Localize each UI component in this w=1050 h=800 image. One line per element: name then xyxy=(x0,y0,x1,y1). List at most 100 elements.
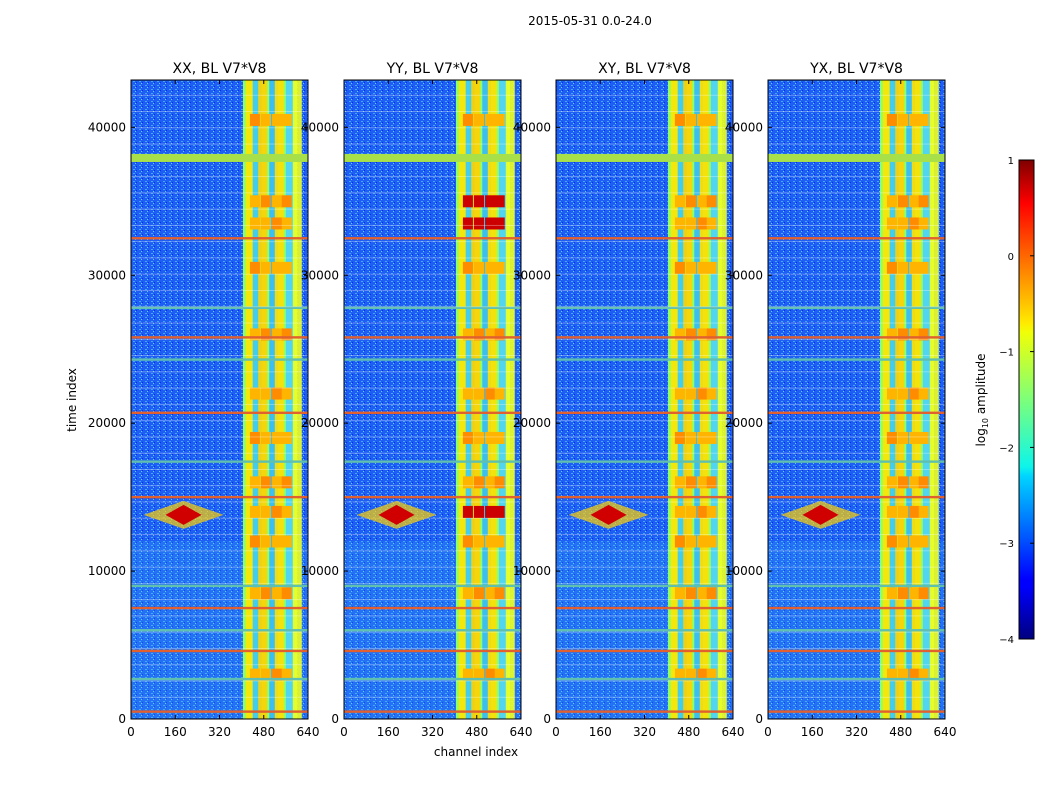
rfi-blob xyxy=(897,195,908,208)
grid-artifact-row xyxy=(768,355,945,357)
flagged-row xyxy=(344,460,521,463)
rfi-blob xyxy=(494,535,505,548)
flagged-row xyxy=(768,629,945,632)
rfi-blob xyxy=(697,535,708,548)
channel-stripe xyxy=(505,80,515,719)
rfi-blob xyxy=(706,668,717,681)
rfi-blob xyxy=(706,387,717,400)
x-tick-label: 480 xyxy=(465,725,488,739)
rfi-blob xyxy=(494,217,505,230)
grid-artifact-row xyxy=(768,680,945,682)
rfi-blob xyxy=(485,476,496,489)
rfi-blob xyxy=(886,668,897,681)
rfi-blob xyxy=(697,431,708,444)
figure-title: 2015-05-31 0.0-24.0 xyxy=(528,14,652,28)
rfi-blob xyxy=(249,505,260,518)
rfi-blob xyxy=(473,328,484,341)
flagged-band xyxy=(768,153,945,162)
flagged-row xyxy=(556,237,733,240)
grid-artifact-row xyxy=(131,143,308,145)
flagged-band xyxy=(131,153,308,162)
grid-artifact-row xyxy=(131,371,308,373)
grid-artifact-row xyxy=(131,599,308,601)
grid-artifact-row xyxy=(344,420,521,422)
grid-artifact-row xyxy=(131,176,308,178)
flagged-row xyxy=(768,649,945,653)
grid-artifact-row xyxy=(556,94,733,96)
rfi-blob xyxy=(706,328,717,341)
colorbar-tick-label: 0 xyxy=(1008,252,1014,263)
rfi-blob xyxy=(260,668,271,681)
rfi-blob xyxy=(272,505,283,518)
rfi-blob xyxy=(706,431,717,444)
flagged-row xyxy=(131,677,308,681)
rfi-blob xyxy=(897,387,908,400)
grid-artifact-row xyxy=(344,664,521,666)
flagged-row xyxy=(556,584,733,588)
rfi-blob xyxy=(918,328,929,341)
grid-artifact-row xyxy=(344,501,521,503)
flagged-row xyxy=(131,710,308,713)
rfi-blob xyxy=(909,261,920,274)
y-tick-label: 20000 xyxy=(513,416,551,430)
flagged-row xyxy=(768,358,945,361)
rfi-blob xyxy=(697,668,708,681)
rfi-blob xyxy=(485,261,496,274)
grid-artifact-row xyxy=(131,469,308,470)
grid-artifact-row xyxy=(768,306,945,308)
grid-artifact-row xyxy=(768,241,945,243)
grid-artifact-row xyxy=(131,338,308,340)
grid-artifact-row xyxy=(131,534,308,536)
rfi-blob xyxy=(473,587,484,600)
rfi-blob xyxy=(706,261,717,274)
rfi-blob xyxy=(886,217,897,230)
colorbar xyxy=(1018,159,1035,640)
flagged-row xyxy=(344,629,521,632)
flagged-row xyxy=(344,584,521,588)
rfi-blob xyxy=(909,113,920,126)
rfi-blob xyxy=(685,261,696,274)
rfi-blob xyxy=(918,535,929,548)
y-tick-label: 20000 xyxy=(301,416,339,430)
grid-artifact-row xyxy=(344,192,521,194)
grid-artifact-row xyxy=(131,696,308,698)
rfi-blob xyxy=(462,587,473,600)
rfi-blob xyxy=(260,535,271,548)
rfi-blob xyxy=(897,217,908,230)
grid-artifact-row xyxy=(344,127,521,129)
rfi-blob xyxy=(706,476,717,489)
rfi-blob xyxy=(249,387,260,400)
rfi-blob xyxy=(473,261,484,274)
rfi-blob xyxy=(473,113,484,126)
rfi-blob xyxy=(249,261,260,274)
colorbar-tick-label: −3 xyxy=(999,539,1014,550)
flagged-row xyxy=(768,584,945,588)
y-tick-label: 40000 xyxy=(725,120,763,134)
rfi-blob xyxy=(494,431,505,444)
rfi-blob xyxy=(918,113,929,126)
colorbar-tick-label: 1 xyxy=(1008,156,1014,167)
rfi-blob xyxy=(706,217,717,230)
grid-artifact-row xyxy=(556,631,733,633)
grid-artifact-row xyxy=(556,680,733,682)
panel-title: XY, BL V7*V8 xyxy=(598,61,691,77)
rfi-blob xyxy=(909,505,920,518)
flagged-row xyxy=(131,495,308,499)
rfi-blob xyxy=(485,328,496,341)
grid-artifact-row xyxy=(768,469,945,470)
channel-stripe xyxy=(929,80,939,719)
rfi-blob xyxy=(897,668,908,681)
grid-artifact-row xyxy=(344,241,521,243)
grid-artifact-row xyxy=(768,322,945,324)
rfi-blob xyxy=(494,505,505,518)
source-burst xyxy=(378,504,415,525)
flagged-row xyxy=(344,649,521,653)
grid-artifact-row xyxy=(556,436,733,438)
grid-artifact-row xyxy=(131,224,308,226)
rfi-blob xyxy=(897,113,908,126)
flagged-row xyxy=(556,495,733,499)
x-tick-label: 640 xyxy=(934,725,957,739)
rfi-blob xyxy=(909,431,920,444)
flagged-row xyxy=(556,649,733,653)
